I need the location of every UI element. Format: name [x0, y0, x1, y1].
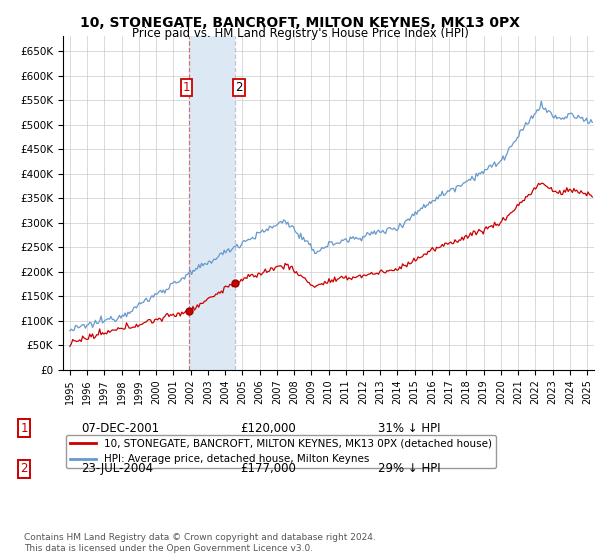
Text: 31% ↓ HPI: 31% ↓ HPI	[378, 422, 440, 435]
Text: 1: 1	[183, 81, 190, 94]
Text: Contains HM Land Registry data © Crown copyright and database right 2024.
This d: Contains HM Land Registry data © Crown c…	[24, 533, 376, 553]
Text: £177,000: £177,000	[240, 462, 296, 475]
Text: 10, STONEGATE, BANCROFT, MILTON KEYNES, MK13 0PX: 10, STONEGATE, BANCROFT, MILTON KEYNES, …	[80, 16, 520, 30]
Text: 29% ↓ HPI: 29% ↓ HPI	[378, 462, 440, 475]
Text: 07-DEC-2001: 07-DEC-2001	[81, 422, 159, 435]
Legend: 10, STONEGATE, BANCROFT, MILTON KEYNES, MK13 0PX (detached house), HPI: Average : 10, STONEGATE, BANCROFT, MILTON KEYNES, …	[65, 435, 496, 468]
Bar	[189, 36, 235, 370]
Text: 1: 1	[20, 422, 28, 435]
Text: £120,000: £120,000	[240, 422, 296, 435]
Text: 2: 2	[20, 462, 28, 475]
Text: Price paid vs. HM Land Registry's House Price Index (HPI): Price paid vs. HM Land Registry's House …	[131, 27, 469, 40]
Text: 23-JUL-2004: 23-JUL-2004	[81, 462, 153, 475]
Text: 2: 2	[235, 81, 242, 94]
